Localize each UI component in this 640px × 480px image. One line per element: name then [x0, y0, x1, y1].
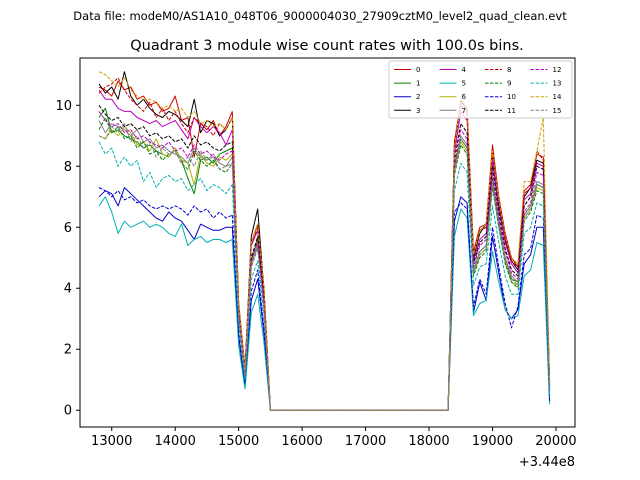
x-tick-label: 20000: [535, 434, 576, 449]
series-8: [98, 77, 551, 411]
series-3-line-1: [231, 98, 551, 411]
y-tick-label: 10: [55, 99, 72, 114]
legend-label: 9: [507, 80, 511, 88]
suptitle: Data file: modeM0/AS1A10_048T06_90000040…: [73, 9, 567, 23]
x-tick-label: 13000: [91, 434, 132, 449]
series-11: [98, 105, 551, 411]
series-4-line-0: [98, 89, 233, 146]
series-2-line-1: [231, 196, 551, 411]
legend-item-11: 11: [485, 107, 516, 115]
legend-item-0: 0: [394, 66, 420, 74]
x-tick-label: 14000: [155, 434, 196, 449]
legend-label: 4: [462, 66, 467, 74]
y-tick-label: 8: [64, 160, 72, 175]
series-7-line-1: [231, 135, 551, 411]
series-9: [98, 117, 551, 411]
legend-item-15: 15: [530, 107, 562, 115]
y-tick-label: 0: [64, 404, 72, 419]
x-tick-label: 19000: [472, 434, 513, 449]
legend-frame: [388, 60, 573, 119]
legend-item-2: 2: [394, 93, 420, 101]
legend-label: 0: [416, 66, 420, 74]
series-8-line-1: [231, 104, 551, 411]
legend-item-1: 1: [394, 80, 420, 88]
series-12-line-1: [231, 129, 551, 411]
legend-label: 14: [553, 93, 562, 101]
axes-frame: [79, 57, 576, 428]
chart-title: Quadrant 3 module wise count rates with …: [130, 38, 524, 54]
series-13-line-1: [231, 162, 551, 411]
x-tick-label: 18000: [408, 434, 449, 449]
legend-item-13: 13: [530, 80, 562, 88]
series-13-line-0: [98, 141, 233, 195]
series-4-line-1: [231, 110, 551, 411]
legend-label: 15: [553, 107, 562, 115]
x-tick-label: 15000: [218, 434, 259, 449]
series-14-line-0: [98, 71, 233, 131]
series-15-line-0: [98, 123, 233, 170]
series-5-line-1: [231, 208, 551, 411]
legend-item-4: 4: [439, 66, 467, 74]
series-9-line-1: [231, 144, 551, 411]
legend-item-9: 9: [485, 80, 511, 88]
y-tick-label: 6: [64, 221, 72, 236]
legend-label: 10: [507, 93, 516, 101]
series-6-line-1: [231, 141, 551, 411]
legend-label: 7: [462, 107, 466, 115]
series-15-line-1: [231, 138, 551, 411]
series-14-line-1: [231, 98, 551, 411]
series-1: [98, 107, 551, 411]
y-tick-label: 2: [64, 343, 72, 358]
legend-label: 11: [507, 107, 516, 115]
series-5: [98, 196, 551, 411]
series-2: [98, 187, 551, 411]
legend-item-7: 7: [439, 107, 466, 115]
series-10-line-1: [231, 202, 551, 411]
legend-label: 12: [553, 66, 562, 74]
legend-item-8: 8: [485, 66, 511, 74]
legend-label: 3: [416, 107, 420, 115]
legend-label: 2: [416, 93, 420, 101]
series-6-line-0: [98, 126, 233, 186]
x-axis: 13000 14000 15000 16000 17000 18000 19000 20000: [91, 427, 577, 449]
series-4: [98, 89, 551, 411]
x-tick-label: 16000: [281, 434, 322, 449]
series-9-line-0: [98, 117, 233, 173]
series-10-line-0: [98, 187, 233, 219]
legend-label: 1: [416, 80, 420, 88]
series-11-line-1: [231, 123, 551, 411]
series-1-line-1: [231, 138, 551, 411]
y-axis: 0 2 4 6 8 10: [55, 99, 80, 419]
series-13: [98, 141, 551, 411]
legend-item-3: 3: [394, 107, 420, 115]
legend-item-14: 14: [530, 93, 562, 101]
legend-item-12: 12: [530, 66, 562, 74]
series-2-line-0: [98, 187, 233, 240]
legend-label: 5: [462, 80, 466, 88]
series-0: [98, 80, 551, 411]
series-10: [98, 187, 551, 411]
legend-label: 6: [462, 93, 467, 101]
series-15: [98, 123, 551, 411]
legend-item-6: 6: [439, 93, 467, 101]
legend-label: 8: [507, 66, 511, 74]
series-0-line-1: [231, 101, 551, 411]
series-8-line-0: [98, 77, 233, 137]
plot-area: [98, 71, 551, 411]
legend-item-5: 5: [439, 80, 466, 88]
y-tick-label: 4: [64, 282, 72, 297]
x-offset-label: +3.44e8: [519, 455, 575, 470]
series-14: [98, 71, 551, 411]
series-11-line-0: [98, 105, 233, 152]
legend-label: 13: [553, 80, 562, 88]
series-6: [98, 126, 551, 411]
x-tick-label: 17000: [345, 434, 386, 449]
series-0-line-0: [98, 80, 233, 158]
series-5-line-0: [98, 196, 233, 246]
legend-item-10: 10: [485, 93, 516, 101]
